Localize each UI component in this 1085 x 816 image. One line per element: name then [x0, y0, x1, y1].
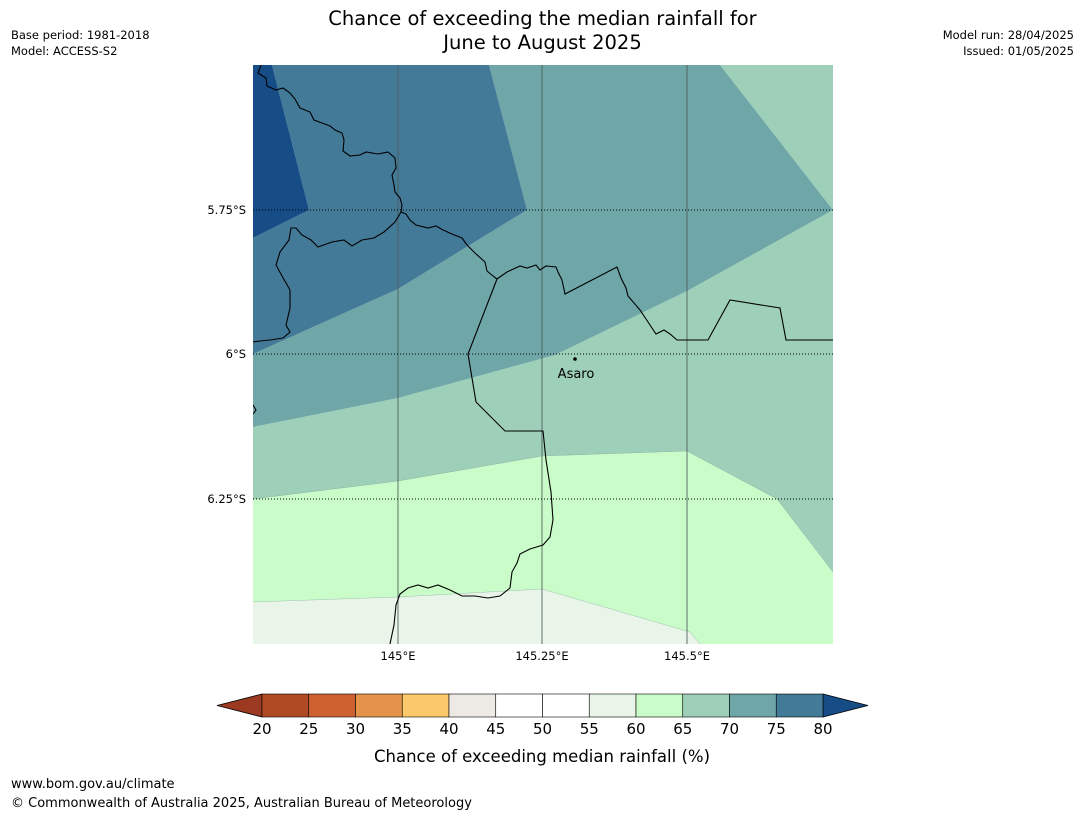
colorbar-tick-label: 25	[299, 720, 318, 738]
colorbar-segment	[729, 693, 777, 718]
footer: www.bom.gov.au/climate © Commonwealth of…	[11, 775, 472, 813]
colorbar-tick-label: 80	[813, 720, 832, 738]
colorbar-over-arrow	[822, 693, 869, 718]
meta-left: Base period: 1981-2018 Model: ACCESS-S2	[11, 27, 150, 59]
colorbar-tick-label: 75	[767, 720, 786, 738]
model-name: Model: ACCESS-S2	[11, 44, 118, 58]
colorbar-under-arrow	[216, 693, 263, 718]
contour-75-80	[253, 65, 527, 354]
rainfall-contours: Asaro	[253, 65, 833, 644]
colorbar-segment	[682, 693, 730, 718]
boundary-west	[253, 211, 402, 343]
colorbar-segment	[588, 693, 637, 718]
colorbar-segment	[635, 693, 684, 718]
colorbar-segment	[261, 693, 310, 718]
model-run: Model run: 28/04/2025	[942, 28, 1074, 42]
colorbar-tick-label: 20	[252, 720, 271, 738]
boundary-northwest	[257, 65, 498, 280]
issued-date: Issued: 01/05/2025	[963, 44, 1074, 58]
lon-label-145-25e: 145.25°E	[515, 649, 568, 663]
boundary-south	[389, 278, 554, 644]
lat-label-6s: 6°S	[226, 347, 246, 361]
colorbar-segment	[542, 693, 590, 718]
colorbar-segment	[495, 693, 543, 718]
lon-label-145e: 145°E	[381, 649, 416, 663]
contour-65-70	[253, 210, 833, 572]
title-line-2: June to August 2025	[443, 31, 642, 54]
lat-label-5-75s: 5.75°S	[207, 203, 246, 217]
boundary-west-edge	[253, 404, 257, 415]
colorbar-tick-label: 50	[533, 720, 552, 738]
asaro-label: Asaro	[558, 367, 595, 382]
footer-url: www.bom.gov.au/climate	[11, 777, 175, 792]
contour-55-60	[253, 589, 700, 644]
colorbar-tick-label: 30	[346, 720, 365, 738]
base-period: Base period: 1981-2018	[11, 28, 150, 42]
colorbar-tick-label: 65	[673, 720, 692, 738]
colorbar-tick-label: 60	[626, 720, 645, 738]
colorbar-segment	[355, 693, 403, 718]
province-boundaries	[253, 65, 833, 644]
asaro-marker	[573, 357, 577, 361]
colorbar-tick-label: 45	[486, 720, 505, 738]
lon-label-145-5e: 145.5°E	[664, 649, 710, 663]
footer-copyright: © Commonwealth of Australia 2025, Austra…	[11, 796, 472, 811]
colorbar-tick-label: 35	[393, 720, 412, 738]
lat-label-6-25s: 6.25°S	[207, 492, 246, 506]
contour-above-80	[253, 65, 309, 238]
title-line-1: Chance of exceeding the median rainfall …	[328, 7, 757, 30]
meta-right: Model run: 28/04/2025 Issued: 01/05/2025	[943, 27, 1074, 59]
colorbar-segment	[308, 693, 356, 718]
boundary-central	[496, 264, 833, 341]
colorbar-segment	[448, 693, 497, 718]
colorbar: 20 25 30 35 40 45 50 55 60 65 70 75 80	[216, 693, 869, 738]
contour-line-65	[253, 450, 833, 573]
colorbar-tick-label: 40	[439, 720, 458, 738]
colorbar-label: Chance of exceeding median rainfall (%)	[374, 747, 710, 766]
colorbar-segment	[401, 693, 450, 718]
map-title: Chance of exceeding the median rainfall …	[0, 7, 1085, 55]
colorbar-tick-label: 55	[580, 720, 599, 738]
colorbar-tick-label: 70	[720, 720, 739, 738]
colorbar-segment	[775, 693, 824, 718]
